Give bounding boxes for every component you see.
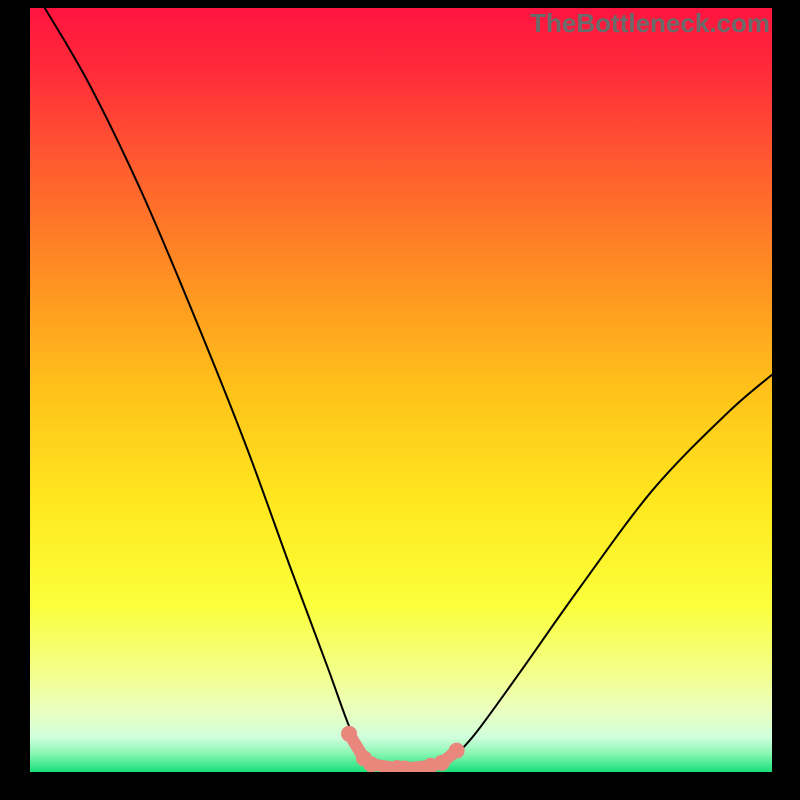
marker-cap: [434, 755, 450, 771]
chart-svg: [30, 8, 772, 772]
chart-frame: TheBottleneck.com: [0, 0, 800, 800]
marker-cap: [341, 726, 357, 742]
plot-area: [30, 8, 772, 772]
watermark-text: TheBottleneck.com: [530, 8, 770, 39]
gradient-background: [30, 8, 772, 772]
marker-cap: [363, 756, 379, 772]
marker-cap: [449, 743, 465, 759]
